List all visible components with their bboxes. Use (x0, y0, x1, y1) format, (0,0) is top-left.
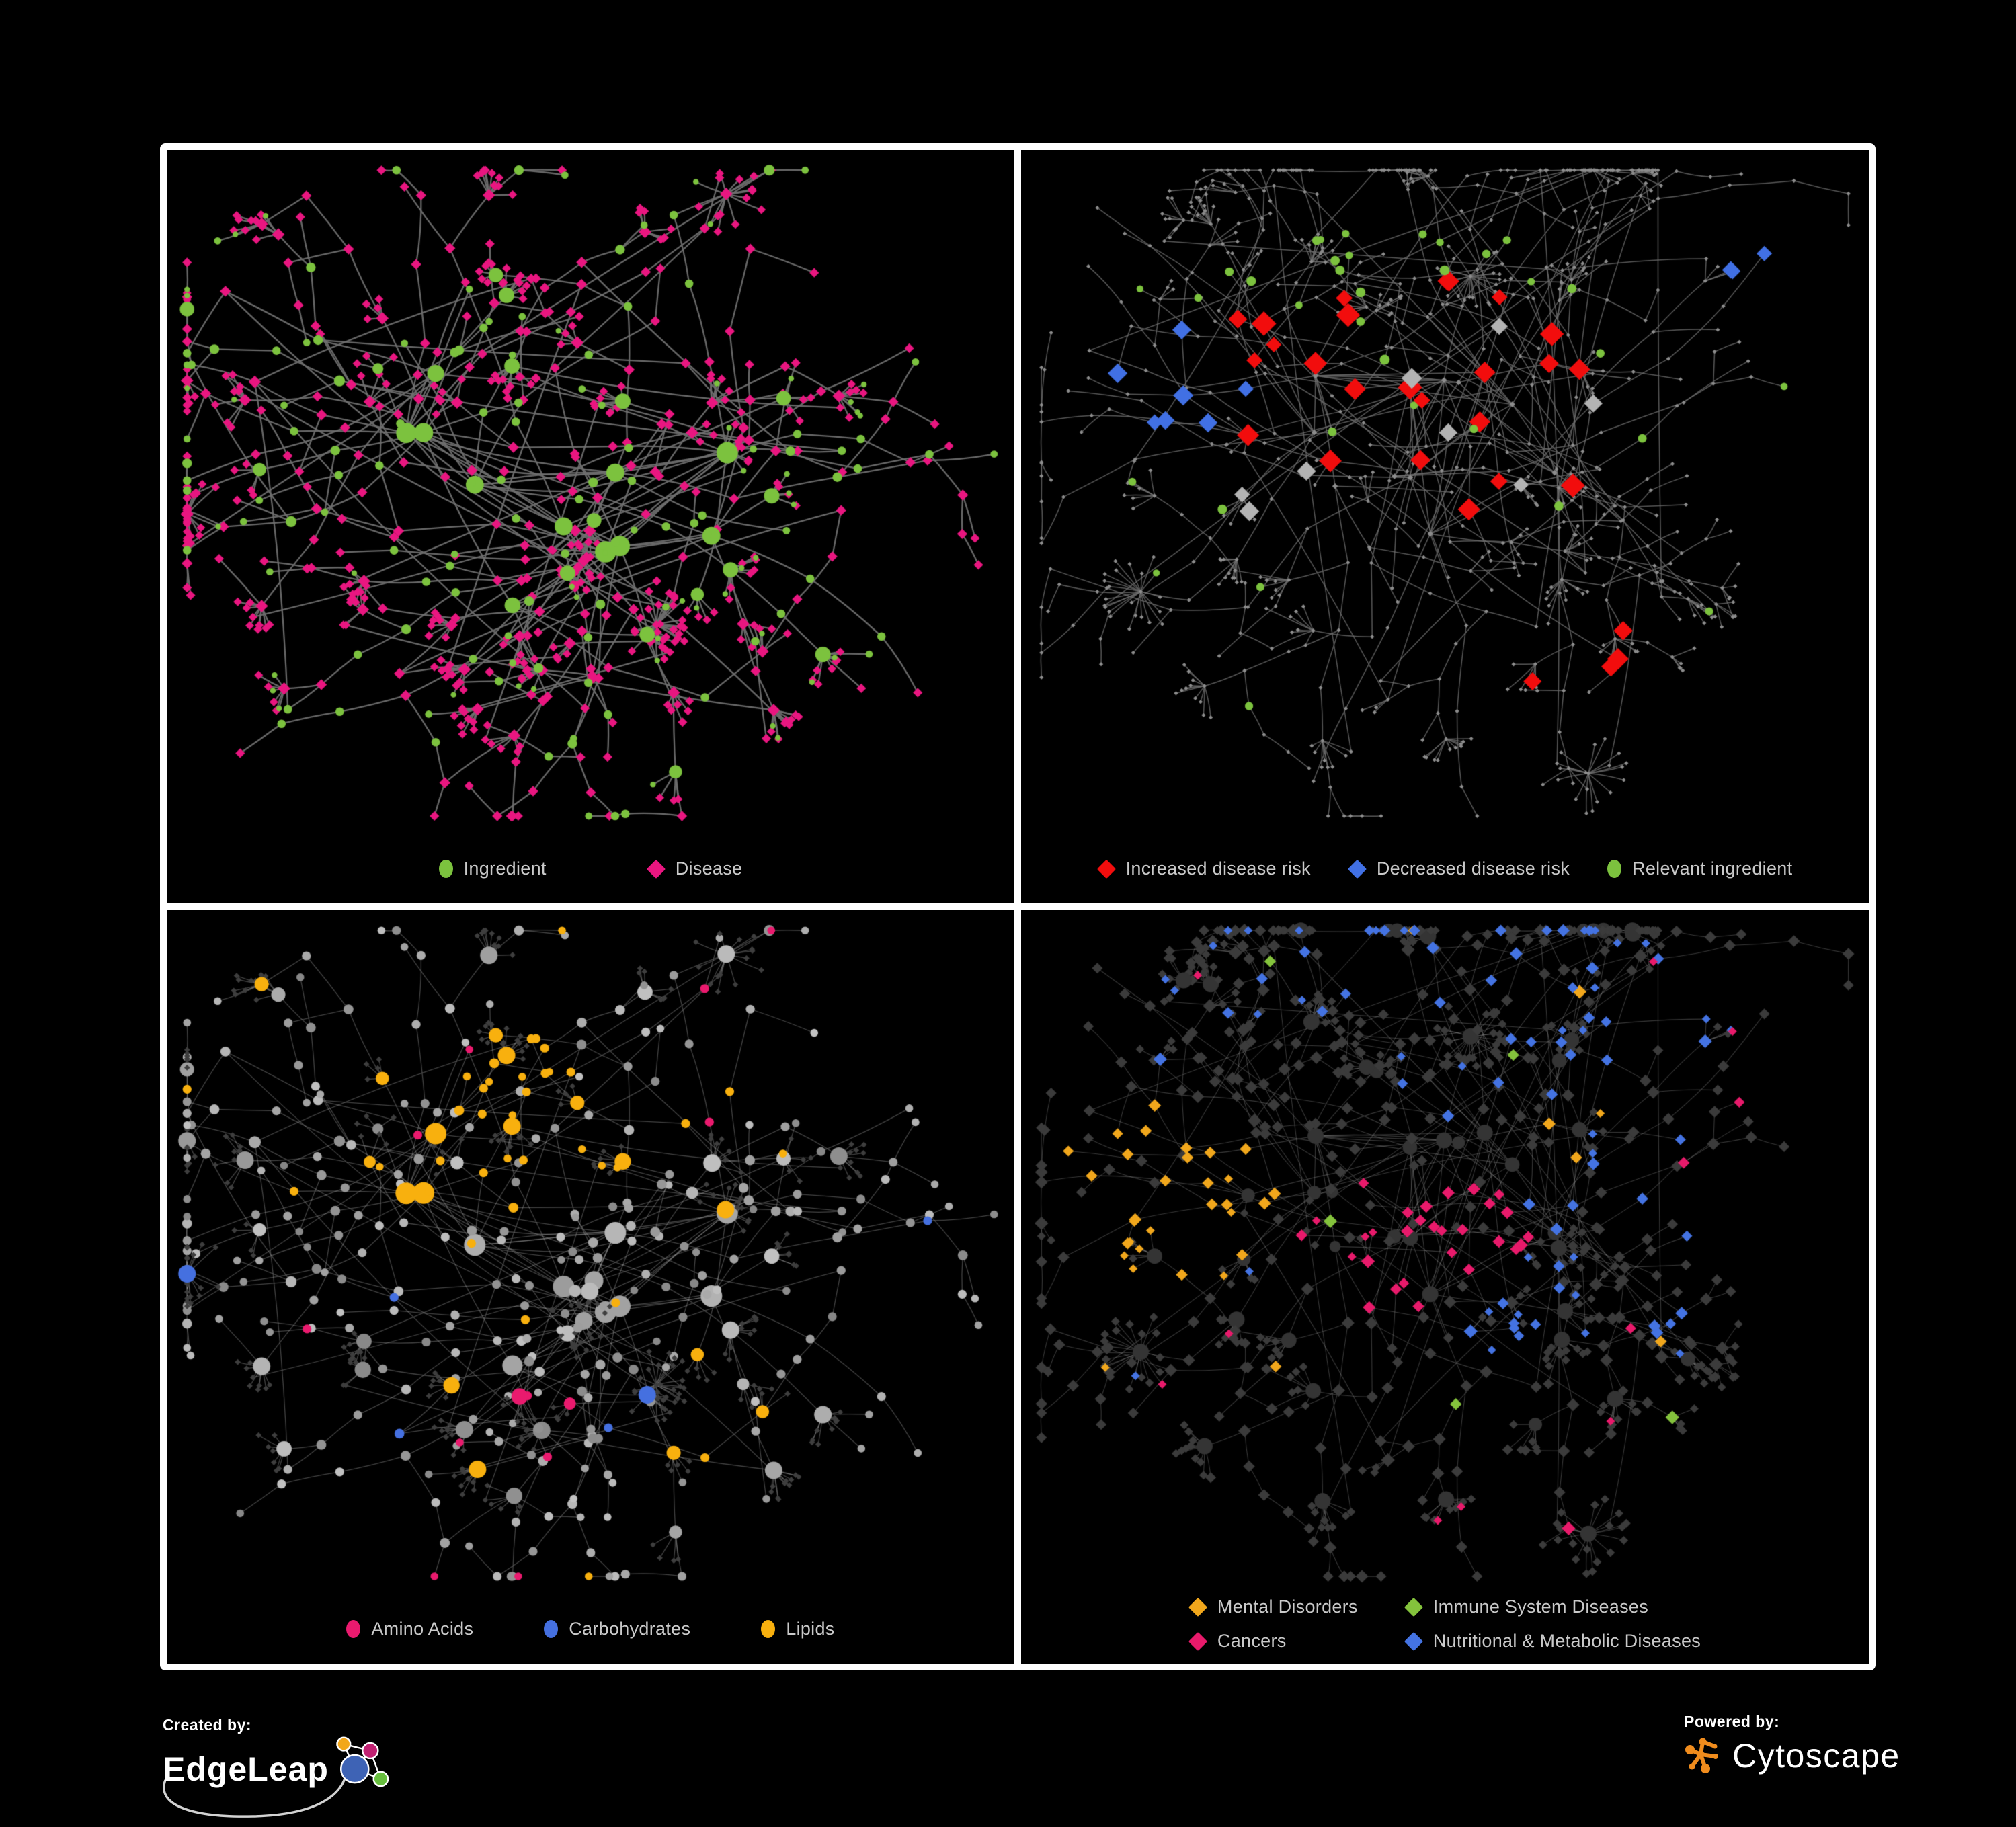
lipids-circle-marker (761, 1620, 776, 1638)
ingredient-circle-marker (438, 860, 453, 878)
legend-item-amino-acids: Amino Acids (346, 1619, 473, 1639)
edgeleap-wordmark: EdgeLeap (163, 1750, 329, 1788)
created-by-label: Created by: (163, 1716, 252, 1734)
legend-label: Amino Acids (371, 1619, 474, 1639)
nutrient-classes-legend: Amino Acids Carbohydrates Lipids (167, 1619, 1014, 1639)
legend-label: Decreased disease risk (1376, 858, 1570, 879)
legend-item-relevant-ingredient: Relevant ingredient (1607, 858, 1792, 879)
legend-item-immune-system-diseases: Immune System Diseases (1404, 1596, 1701, 1617)
legend-item-ingredient: Ingredient (438, 858, 547, 879)
legend-item-disease: Disease (646, 858, 743, 879)
panel-ingredient-disease: Ingredient Disease (167, 150, 1014, 903)
legend-label: Cancers (1217, 1631, 1287, 1651)
decreased-risk-diamond-marker (1347, 859, 1367, 879)
legend-label: Immune System Diseases (1433, 1596, 1648, 1617)
cytoscape-logo-row: Cytoscape (1684, 1735, 1900, 1777)
disease-categories-network-canvas (1021, 910, 1869, 1664)
edgeleap-magenta-node (361, 1742, 379, 1760)
ingredient-disease-legend: Ingredient Disease (167, 858, 1014, 879)
mental-disorders-diamond-marker (1188, 1597, 1208, 1617)
amino-acids-circle-marker (346, 1620, 361, 1638)
cytoscape-logo-icon (1685, 1738, 1718, 1773)
legend-label: Nutritional & Metabolic Diseases (1433, 1631, 1701, 1651)
nutritional-metabolic-diamond-marker (1404, 1631, 1423, 1651)
panel-nutrient-classes: Amino Acids Carbohydrates Lipids (167, 910, 1014, 1664)
edgeleap-orange-node (336, 1736, 352, 1752)
legend-label: Increased disease risk (1125, 858, 1311, 879)
panel-disease-risk: Increased disease risk Decreased disease… (1021, 150, 1869, 903)
legend-item-nutritional-metabolic-diseases: Nutritional & Metabolic Diseases (1404, 1631, 1701, 1652)
panel-disease-categories: Mental Disorders Immune System Diseases … (1021, 910, 1869, 1664)
legend-label: Lipids (786, 1619, 835, 1639)
disease-risk-network-canvas (1021, 150, 1869, 903)
legend-label: Carbohydrates (569, 1619, 691, 1639)
legend-label: Mental Disorders (1217, 1596, 1358, 1617)
legend-item-mental-disorders: Mental Disorders (1188, 1596, 1358, 1617)
disease-risk-legend: Increased disease risk Decreased disease… (1021, 858, 1869, 879)
legend-item-cancers: Cancers (1188, 1631, 1358, 1652)
ingredient-disease-network-canvas (167, 150, 1014, 903)
legend-item-decreased-risk: Decreased disease risk (1347, 858, 1570, 879)
legend-label: Relevant ingredient (1632, 858, 1793, 879)
relevant-ingredient-circle-marker (1607, 860, 1622, 878)
edgeleap-blue-node (339, 1754, 370, 1784)
panel-grid-frame: Ingredient Disease Increased disease ris… (160, 143, 1876, 1670)
legend-item-carbohydrates: Carbohydrates (544, 1619, 690, 1639)
disease-categories-legend: Mental Disorders Immune System Diseases … (1021, 1596, 1869, 1652)
edgeleap-swoosh (163, 1770, 348, 1818)
created-by-branding: Created by: EdgeLeap (163, 1716, 391, 1818)
edgeleap-green-node (372, 1771, 389, 1787)
nutrient-classes-network-canvas (167, 910, 1014, 1664)
cancers-diamond-marker (1188, 1631, 1208, 1651)
powered-by-branding: Powered by: (1684, 1713, 1900, 1777)
edgeleap-logo-row: EdgeLeap (163, 1736, 391, 1818)
disease-diamond-marker (646, 859, 666, 879)
carbohydrates-circle-marker (544, 1620, 559, 1638)
powered-by-label: Powered by: (1684, 1713, 1780, 1730)
legend-item-increased-risk: Increased disease risk (1096, 858, 1311, 879)
legend-label: Disease (675, 858, 743, 879)
legend-item-lipids: Lipids (761, 1619, 834, 1639)
immune-diseases-diamond-marker (1404, 1597, 1423, 1617)
edgeleap-logo-icon (336, 1736, 389, 1787)
legend-label: Ingredient (463, 858, 547, 879)
cytoscape-wordmark: Cytoscape (1732, 1737, 1900, 1775)
increased-risk-diamond-marker (1096, 859, 1116, 879)
cytoscape-icon-nodes (1685, 1738, 1718, 1773)
